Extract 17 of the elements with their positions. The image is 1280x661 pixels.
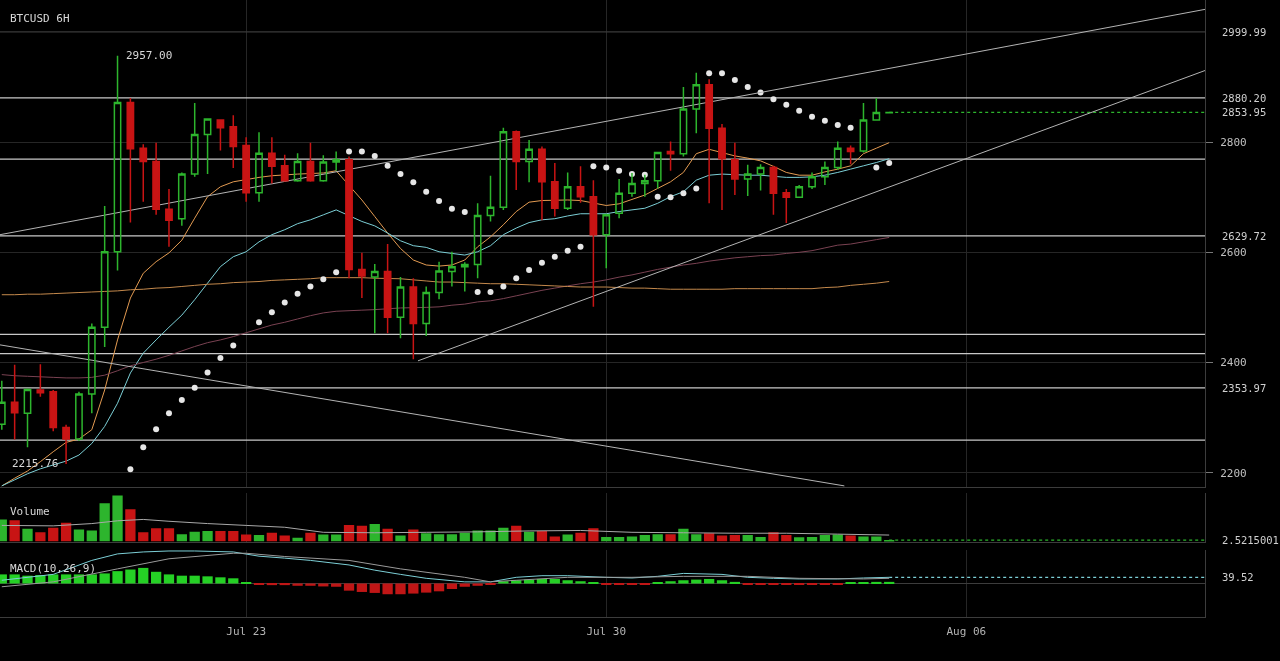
ref-line-label: 2629.72 (1222, 230, 1267, 242)
ref-line-label: 2353.97 (1222, 382, 1267, 394)
text: BTCUSD 6H (10, 12, 70, 25)
text: Volume (10, 505, 50, 518)
ref-line-label: 2880.20 (1222, 92, 1267, 104)
text: 39.52 (1222, 571, 1254, 583)
ref-line-label: 2853.95 (1222, 106, 1267, 118)
y-tick-label: 2600 (1220, 246, 1247, 260)
x-tick-label: Aug 06 (946, 625, 987, 639)
y-tick-label: 2200 (1220, 466, 1247, 480)
y-tick-label: 2800 (1220, 135, 1247, 149)
x-tick-label: Jul 30 (586, 625, 627, 639)
ref-line-label: 2999.99 (1222, 26, 1267, 38)
y-tick-label: 2400 (1220, 356, 1247, 370)
text: 2.5215001 (1222, 534, 1279, 546)
x-tick-label: Jul 23 (226, 625, 267, 639)
annotation: 2957.00 (126, 49, 173, 62)
